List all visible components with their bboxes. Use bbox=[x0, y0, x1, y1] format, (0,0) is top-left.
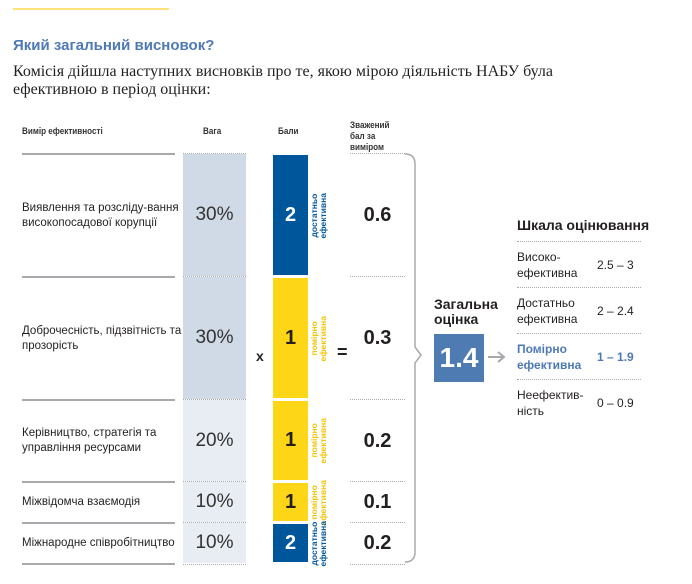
header-weight: Вага bbox=[203, 126, 222, 136]
scale-item: Високо-ефективна 2.5 – 3 bbox=[517, 250, 634, 280]
weighted-score: 0.6 bbox=[363, 204, 392, 226]
scale-item: Помірно ефективна 1 – 1.9 bbox=[517, 342, 634, 372]
row-separator bbox=[350, 564, 405, 565]
score-cell: 1 bbox=[273, 483, 308, 521]
scale-item: Достатньо ефективна 2 – 2.4 bbox=[517, 296, 634, 326]
row-separator bbox=[350, 399, 405, 400]
header-score: Бали bbox=[278, 126, 299, 136]
row-separator bbox=[22, 276, 175, 278]
multiply-sign: x bbox=[256, 348, 264, 364]
row-separator bbox=[22, 153, 175, 155]
weight-cell: 30% bbox=[183, 277, 246, 399]
score-cell: 1 bbox=[273, 401, 308, 480]
row-separator bbox=[350, 481, 405, 482]
row-separator bbox=[22, 522, 175, 524]
row-separator bbox=[183, 276, 246, 277]
brace bbox=[404, 153, 422, 563]
weight-cell: 10% bbox=[183, 523, 246, 563]
arrow-right-icon bbox=[488, 351, 506, 363]
score-cell: 2 bbox=[273, 155, 308, 275]
score-label: достатньо ефективна bbox=[309, 520, 328, 567]
header-weighted: Зважений бал за виміром bbox=[350, 120, 390, 152]
weighted-score: 0.2 bbox=[363, 429, 392, 452]
table-row-dimension: Міжнародне співробітництво bbox=[22, 537, 175, 549]
scale-separator bbox=[517, 379, 641, 380]
row-separator bbox=[350, 153, 405, 154]
row-separator bbox=[350, 522, 405, 523]
total-label: Загальна оцінка bbox=[434, 296, 498, 327]
weight-cell: 30% bbox=[183, 154, 246, 276]
table-row-dimension: Виявлення та розсліду-вання високопосадо… bbox=[22, 201, 179, 229]
row-separator bbox=[350, 276, 405, 277]
table-row-dimension: Доброчесність, підзвітність та прозоріст… bbox=[22, 324, 182, 352]
row-separator bbox=[183, 153, 246, 154]
row-separator bbox=[183, 522, 246, 523]
header-dimension: Вимір ефективності bbox=[22, 126, 103, 136]
equals-sign: = bbox=[337, 342, 348, 362]
row-separator bbox=[183, 399, 246, 400]
intro-text: Комісія дійшла наступних висновків про т… bbox=[13, 63, 553, 98]
score-label: достатньо ефективна bbox=[309, 192, 328, 239]
table-row-dimension: Керівництво, стратегія та управління рес… bbox=[22, 427, 157, 454]
row-separator bbox=[183, 481, 246, 482]
row-separator bbox=[22, 563, 175, 565]
score-cell: 1 bbox=[273, 278, 308, 398]
top-rule bbox=[13, 8, 169, 10]
section-heading: Який загальний висновок? bbox=[13, 37, 215, 54]
row-separator bbox=[183, 564, 246, 565]
weight-cell: 20% bbox=[183, 400, 246, 481]
scale-separator bbox=[517, 287, 641, 288]
scale-item: Неефектив-ність 0 – 0.9 bbox=[517, 388, 634, 418]
scale-separator bbox=[517, 333, 641, 334]
scale-title: Шкала оцінювання bbox=[517, 217, 650, 233]
weighted-score: 0.1 bbox=[363, 491, 392, 513]
row-separator bbox=[22, 481, 175, 483]
total-score: 1.4 bbox=[434, 334, 484, 382]
row-separator bbox=[22, 399, 175, 401]
weight-cell: 10% bbox=[183, 482, 246, 522]
weighted-score: 0.2 bbox=[363, 532, 392, 554]
scale-separator bbox=[517, 241, 641, 242]
weighted-score: 0.3 bbox=[363, 327, 392, 349]
table-row-dimension: Міжвідомча взаємодія bbox=[22, 496, 141, 508]
score-label: помірно ефективна bbox=[309, 315, 328, 362]
score-cell: 2 bbox=[273, 524, 308, 562]
score-label: помірно ефективна bbox=[309, 479, 328, 526]
score-label: помірно ефективна bbox=[309, 418, 328, 464]
